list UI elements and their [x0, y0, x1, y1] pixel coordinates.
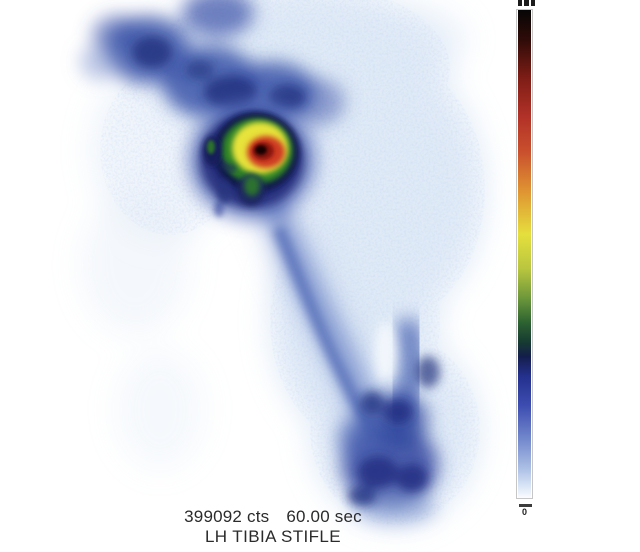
colorbar-gradient: [518, 10, 531, 498]
duration-value: 60.00 sec: [286, 507, 362, 526]
hock-region-dark-cores: [348, 391, 428, 506]
colorbar-frame: [516, 9, 533, 499]
hotspot: [188, 100, 316, 220]
caption-counts-time: 399092 cts 60.00 sec: [184, 507, 362, 526]
acquisition-caption: 399092 cts 60.00 sec LH TIBIA STIFLE: [0, 507, 546, 546]
counts-value: 399092 cts: [184, 507, 270, 526]
colorbar-min-label: 0: [522, 507, 528, 517]
view-label: LH TIBIA STIFLE: [204, 527, 342, 546]
femur-region-dark-cores: [132, 36, 305, 109]
colorbar-min-tick: [519, 504, 532, 507]
intensity-colorbar: 0: [516, 0, 535, 519]
colorbar-max-label-truncated: [517, 0, 537, 6]
